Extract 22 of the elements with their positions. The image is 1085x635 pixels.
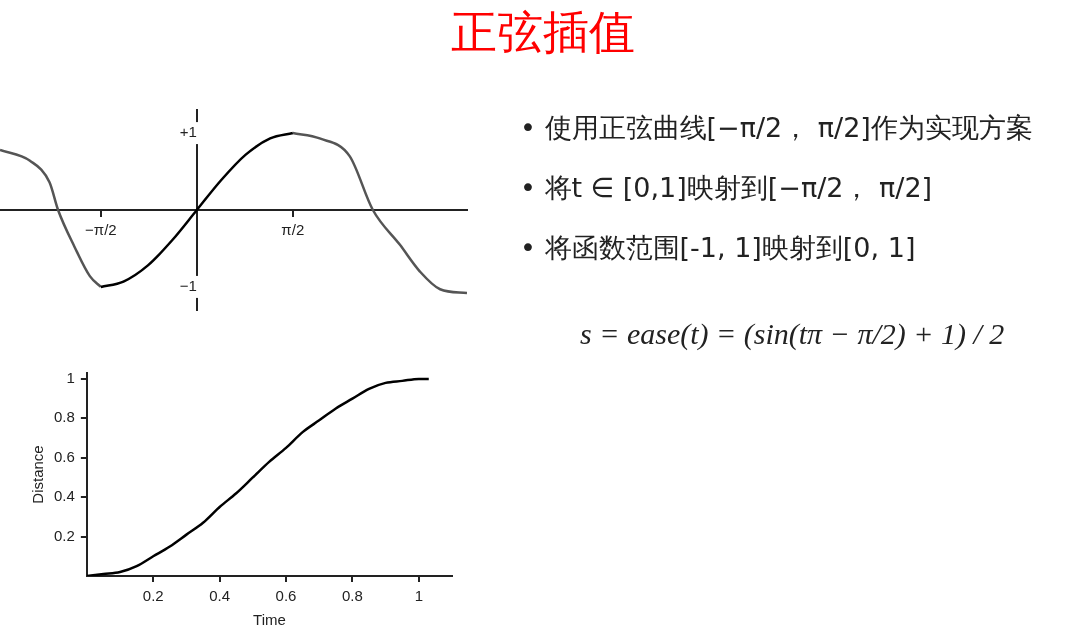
y-axis-title: Distance [29,445,47,504]
y-tick-label: +1 [179,123,197,141]
x-tick-label: π/2 [281,221,305,239]
text: • 将函数范围[-1, 1]映射到[0, 1] [520,231,917,265]
chart-title: 正弦插值 [449,4,636,61]
line-series [86,377,431,576]
x-tick-label: −π/2 [85,221,117,239]
text: • 将t ∈ [0,1]映射到[−π/2， π/2] [520,171,934,205]
x-tick-label: 1 [414,587,423,605]
y-tick-label: −1 [179,277,197,295]
x-axis-title: Time [253,611,286,629]
text: • 使用正弦曲线[−π/2， π/2]作为实现方案 [520,111,1034,145]
x-tick-label: 0.8 [341,587,363,605]
y-tick-label: 0.2 [53,526,75,544]
y-tick-label: 1 [66,369,75,387]
x-tick-label: 0.2 [142,587,164,605]
y-tick-label: 0.6 [53,447,75,465]
x-tick-label: 0.4 [209,587,231,605]
y-tick-label: 0.8 [53,408,75,426]
y-tick-label: 0.4 [53,487,75,505]
text: s = ease(t) = (sin(tπ − π/2) + 1) / 2 [579,316,1006,352]
x-tick-label: 0.6 [275,587,297,605]
